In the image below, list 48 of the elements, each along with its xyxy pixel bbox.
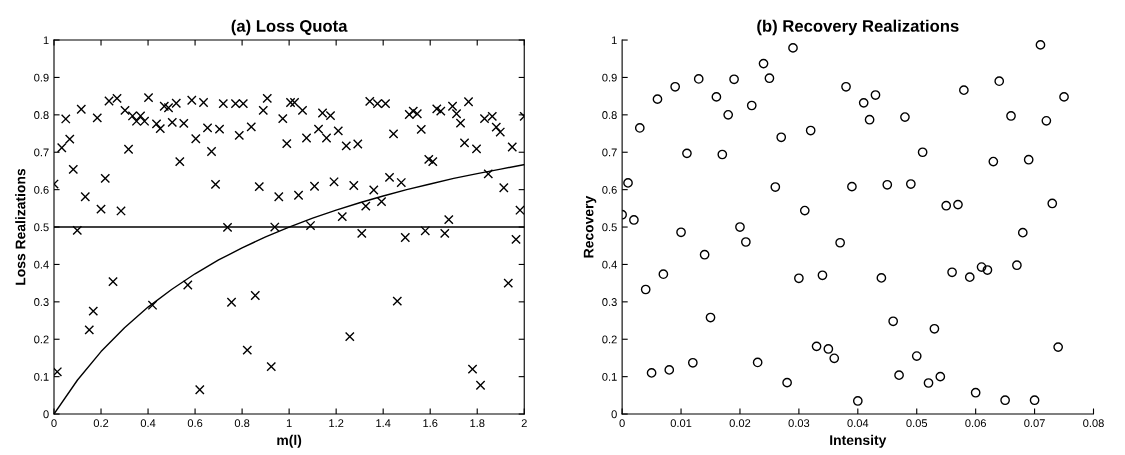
chart-title: (b) Recovery Realizations (757, 19, 959, 36)
y-tick-label: 0.8 (602, 111, 617, 119)
y-tick-label: 0 (43, 410, 49, 419)
x-tick-label: 1.8 (470, 419, 485, 428)
y-tick-label: 0.2 (602, 335, 617, 344)
y-tick-label: 0.3 (34, 298, 49, 306)
x-tick-label: 1.6 (423, 419, 438, 428)
x-tick-label: 0.08 (1083, 419, 1104, 428)
x-tick-label: 0.04 (847, 419, 869, 428)
x-tick-label: 1.4 (376, 419, 391, 427)
y-tick-label: 0 (611, 410, 617, 419)
x-tick-label: 0.06 (965, 419, 986, 428)
y-tick-label: 0.5 (34, 223, 49, 232)
x-tick-label: 0.6 (187, 419, 203, 428)
y-tick-label: 0.7 (34, 148, 49, 157)
x-tick-label: 0.05 (906, 419, 928, 428)
x-tick-label: 0.07 (1024, 419, 1045, 428)
x-tick-label: 0.01 (670, 419, 692, 428)
y-tick-label: 0.9 (602, 73, 617, 82)
x-axis-title: m(l) (277, 434, 302, 448)
y-tick-label: 0.4 (34, 260, 49, 269)
y-tick-label: 0.3 (602, 298, 617, 306)
y-tick-label: 1 (611, 36, 617, 45)
y-tick-label: 0.1 (602, 372, 617, 381)
x-tick-label: 0 (51, 419, 57, 428)
x-tick-label: 0.4 (140, 419, 156, 428)
y-tick-label: 0.6 (34, 185, 49, 194)
y-tick-label: 0.6 (602, 185, 617, 194)
chart-title: (a) Loss Quota (231, 19, 348, 36)
y-tick-label: 0.5 (602, 223, 617, 232)
y-tick-label: 0.9 (34, 73, 49, 82)
x-tick-label: 0.2 (93, 419, 109, 428)
y-axis-title: Loss Realizations (15, 168, 26, 285)
x-tick-label: 0.02 (729, 419, 751, 428)
x-axis-title: Intensity (830, 434, 887, 448)
y-axis-title: Recovery (583, 195, 597, 258)
y-tick-label: 0.1 (34, 372, 49, 381)
x-tick-label: 0.8 (234, 419, 250, 428)
x-tick-label: 2 (521, 419, 527, 427)
x-tick-label: 0 (619, 419, 625, 428)
y-tick-label: 0.2 (34, 335, 49, 344)
x-tick-label: 1.2 (329, 419, 344, 427)
y-tick-label: 1 (43, 36, 49, 45)
x-tick-label: 0.03 (788, 419, 810, 428)
x-tick-label: 1 (286, 419, 292, 427)
y-tick-label: 0.8 (34, 111, 49, 119)
y-tick-label: 0.4 (602, 260, 617, 269)
y-tick-label: 0.7 (602, 148, 617, 157)
